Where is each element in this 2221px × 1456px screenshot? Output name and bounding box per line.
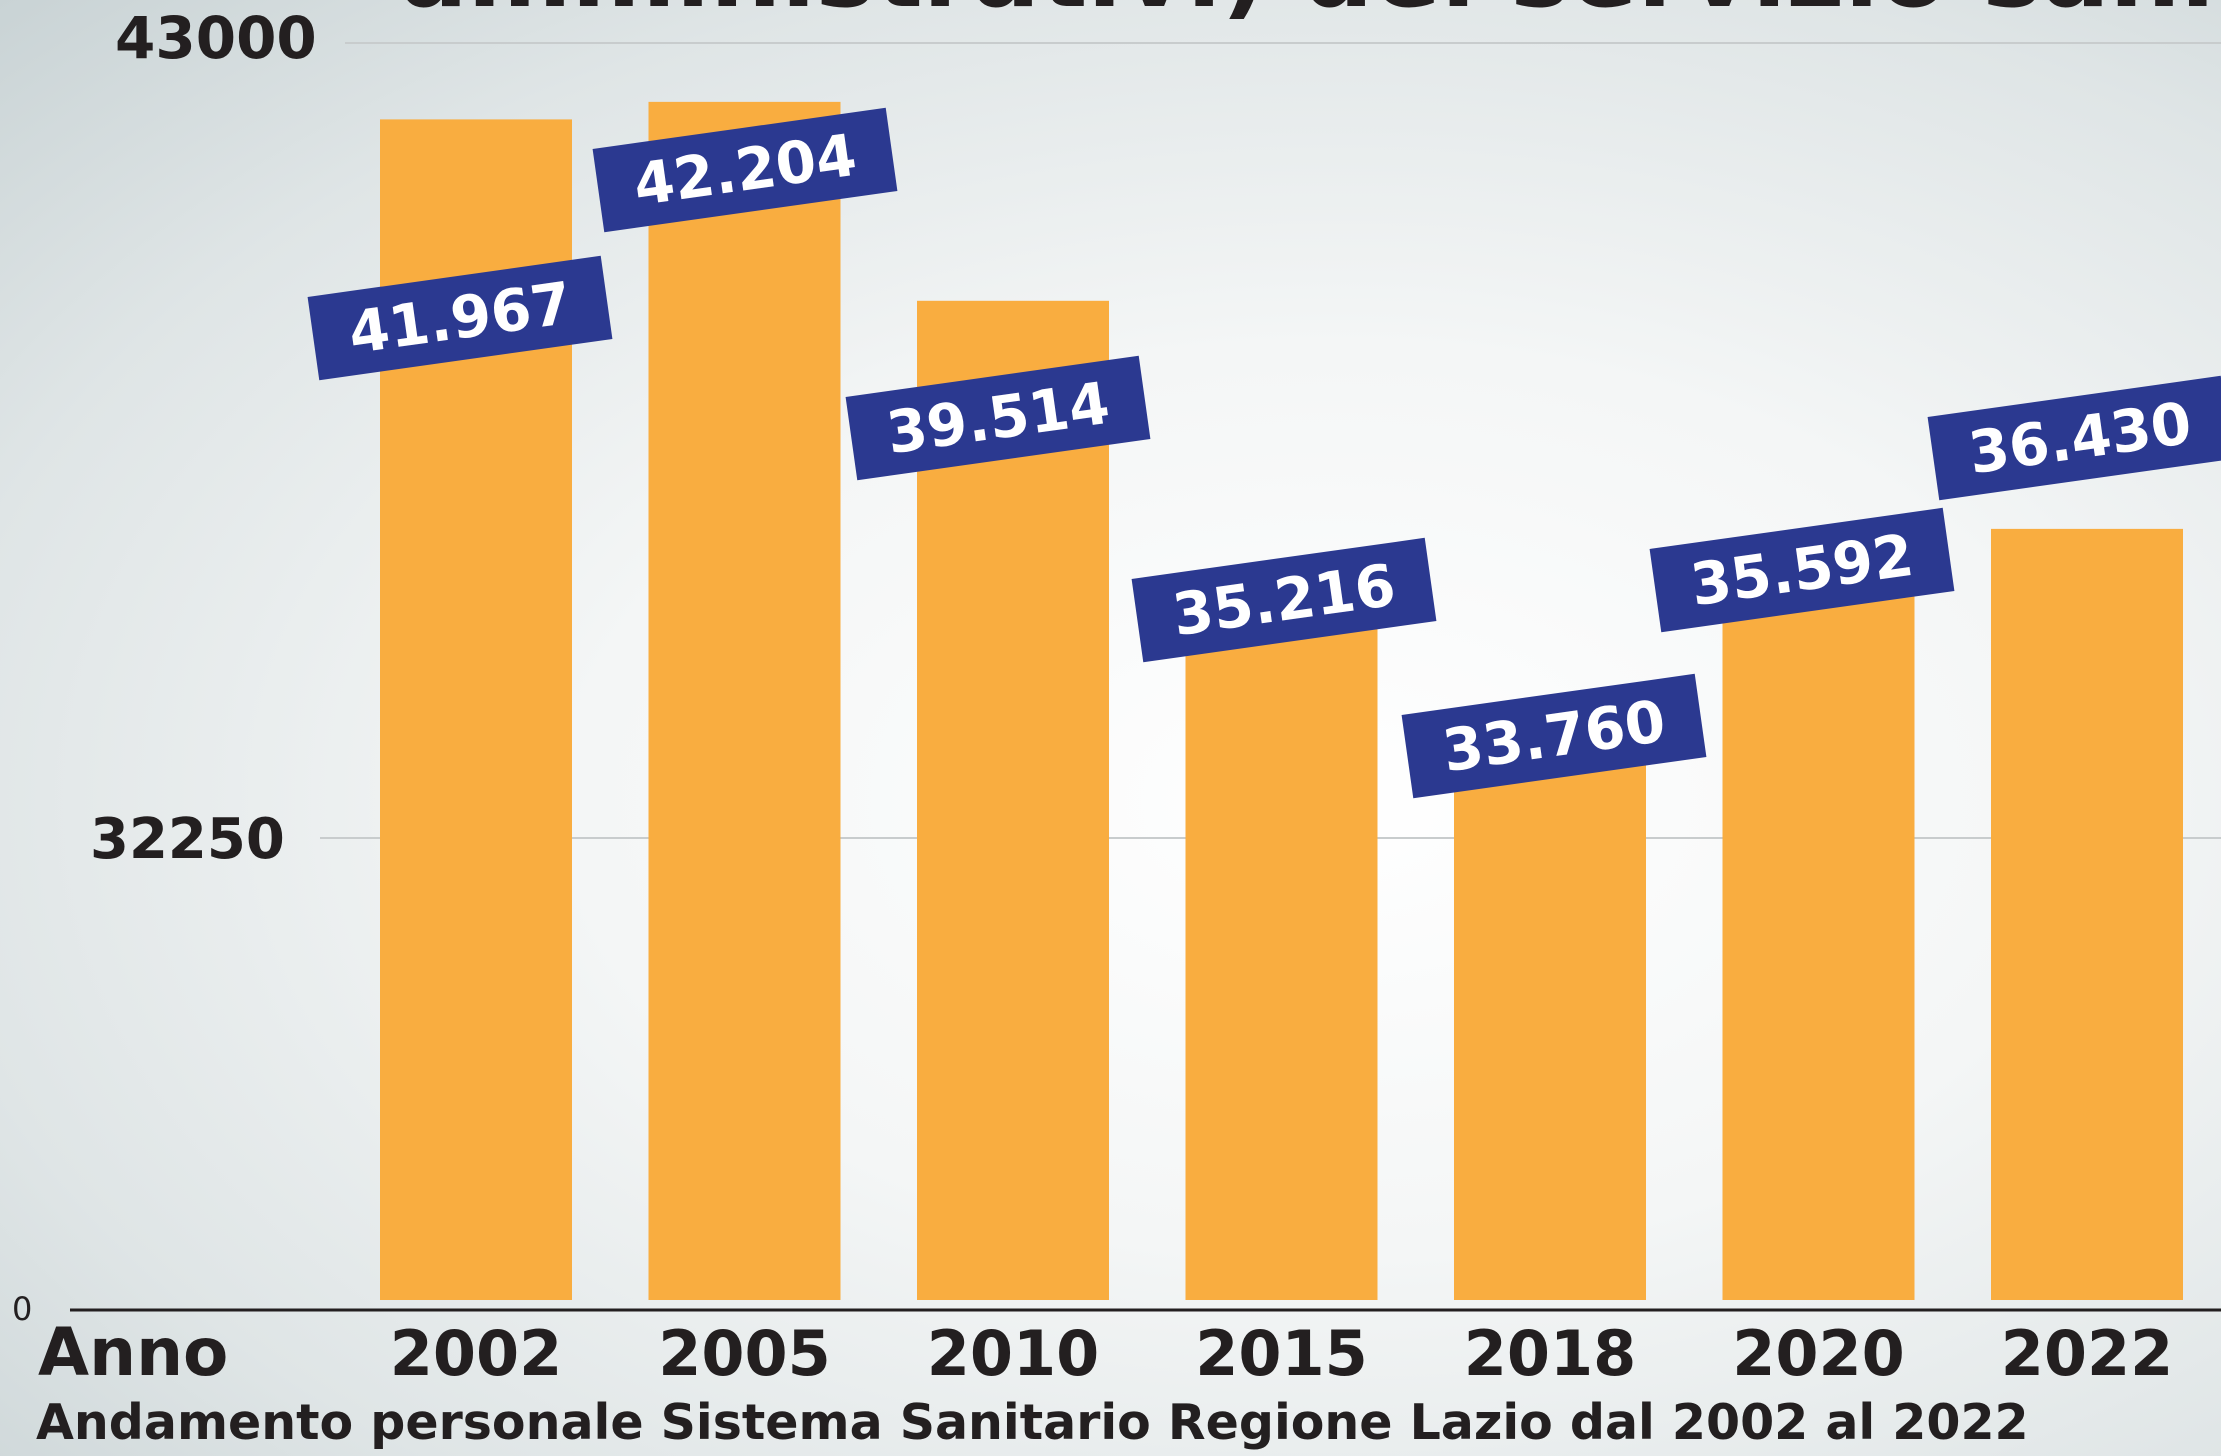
chart-title-fragment: amministrativi) del servizio sanitari: [400, 0, 2220, 22]
value-label: 36.430: [1927, 375, 2221, 501]
bar: [648, 101, 841, 1301]
value-label-box: [1131, 537, 1437, 663]
bar: [1722, 590, 1915, 1300]
x-tick-label: 2005: [658, 1317, 831, 1390]
value-label: 35.592: [1649, 507, 1955, 633]
value-label-box: [1927, 375, 2221, 501]
y-tick-label: 32250: [90, 807, 285, 872]
x-tick-label: 2018: [1464, 1317, 1637, 1390]
x-tick-label: 2002: [390, 1317, 563, 1390]
value-label-box: [592, 107, 898, 233]
value-label-box: [1649, 507, 1955, 633]
chart-caption: Andamento personale Sistema Sanitario Re…: [36, 1394, 2029, 1451]
value-label-box: [307, 255, 613, 381]
x-tick-label: 2020: [1732, 1317, 1905, 1390]
x-tick-label: 2022: [2001, 1317, 2174, 1390]
x-axis-title: Anno: [38, 1314, 229, 1391]
value-label-box: [845, 355, 1151, 481]
bar: [1454, 726, 1646, 1300]
bar: [917, 300, 1109, 1300]
bar: [1185, 618, 1378, 1300]
value-label: 33.760: [1401, 673, 1707, 799]
y-tick-label: 43000: [115, 4, 317, 72]
x-tick-label: 2010: [927, 1317, 1100, 1390]
value-label-box: [1401, 673, 1707, 799]
y-tick-label: 0: [12, 1290, 32, 1328]
x-tick-label: 2015: [1195, 1317, 1368, 1390]
bar: [1991, 528, 2183, 1300]
value-label: 42.204: [592, 107, 898, 233]
